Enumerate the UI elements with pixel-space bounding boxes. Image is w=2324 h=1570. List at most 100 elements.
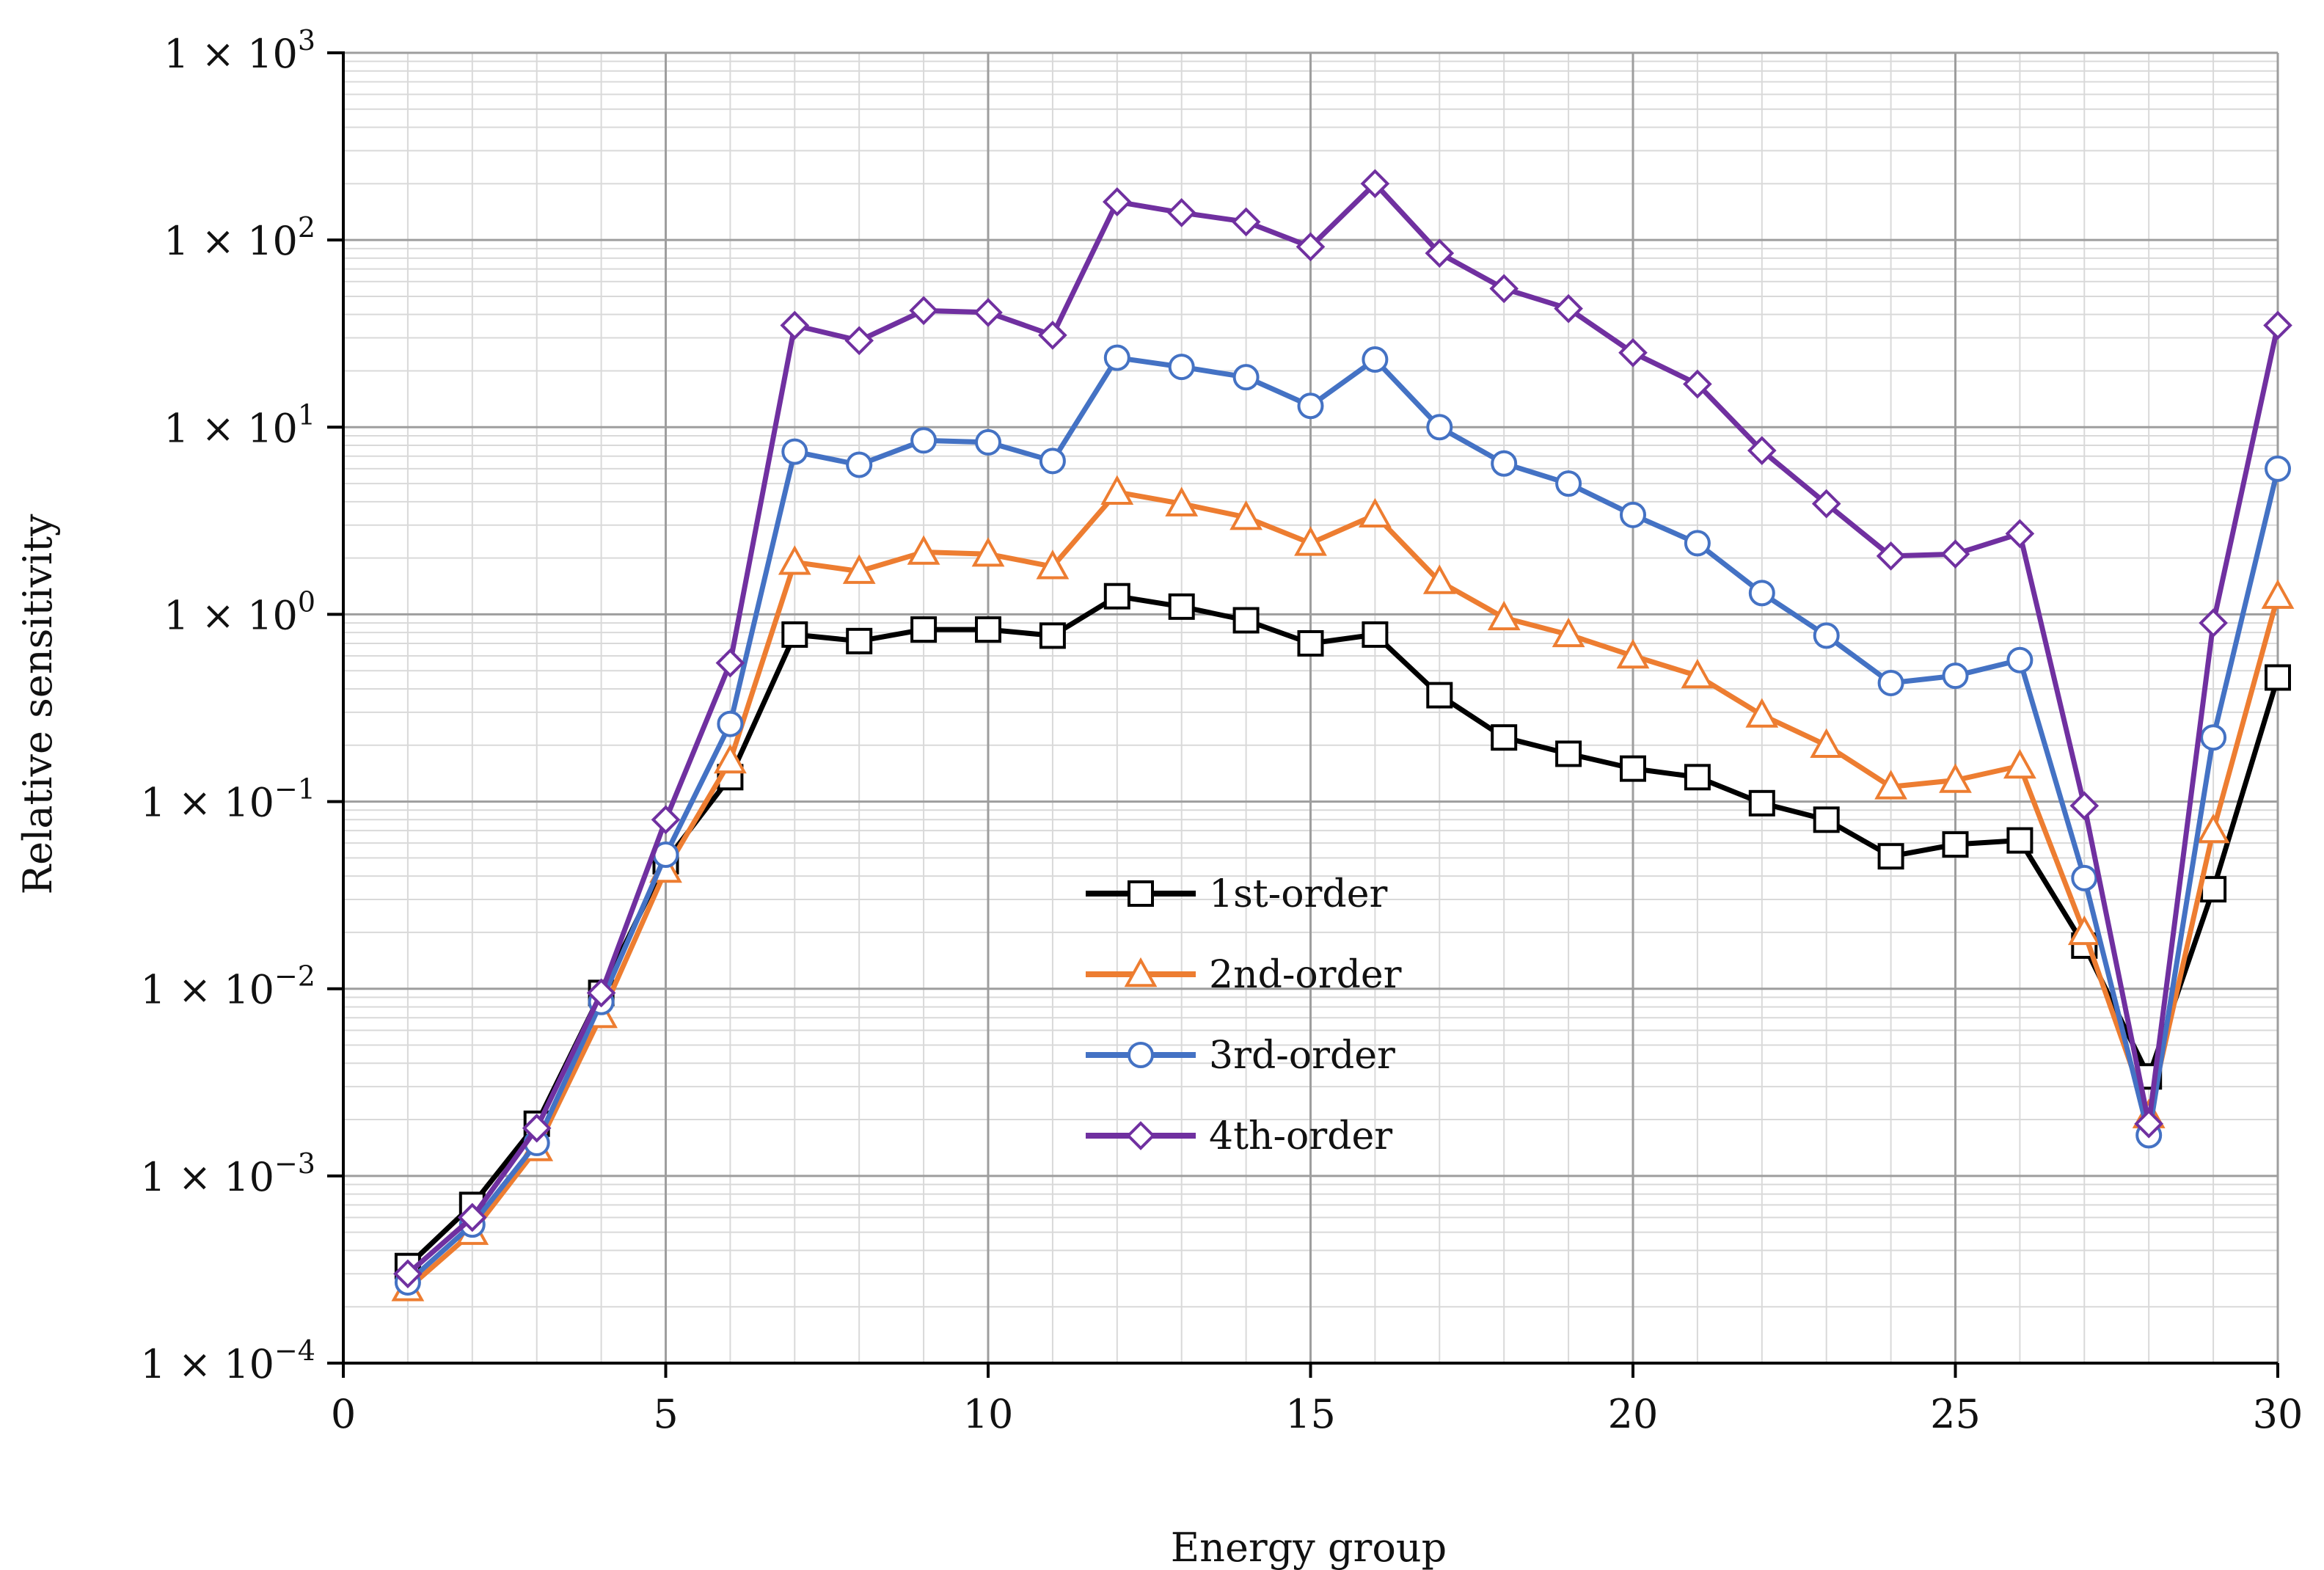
y-tick-label: 1 × 10−2: [140, 960, 315, 1013]
data-point: [586, 978, 616, 1008]
data-point: [1039, 448, 1066, 475]
data-point: [1942, 662, 1969, 690]
data-point: [2263, 310, 2292, 340]
data-point: [522, 1113, 552, 1143]
data-point: [1684, 530, 1711, 557]
data-point: [973, 298, 1003, 327]
data-point: [1362, 621, 1389, 648]
data-point: [2196, 813, 2230, 844]
x-tick-label: 0: [331, 1391, 356, 1437]
y-tick-label: 1 × 101: [164, 398, 315, 451]
data-point: [1100, 475, 1134, 505]
y-tick-label: 1 × 100: [164, 585, 315, 638]
data-point: [1294, 526, 1327, 556]
data-point: [1425, 238, 1455, 268]
data-point: [1102, 187, 1132, 216]
legend-item-2: 2nd-order: [1086, 953, 1402, 997]
data-point: [2261, 579, 2295, 609]
data-point: [1103, 344, 1130, 371]
data-point: [651, 805, 681, 835]
data-point: [844, 326, 874, 356]
data-point: [1165, 486, 1199, 516]
y-axis-title: Relative sensitivity: [15, 514, 61, 895]
data-point: [971, 537, 1005, 567]
data-point: [778, 545, 811, 575]
legend-item-1: 1st-order: [1086, 872, 1387, 916]
legend-marker: [1124, 957, 1158, 987]
data-point: [1487, 600, 1521, 631]
data-point: [907, 535, 940, 565]
data-point: [1745, 698, 1779, 728]
y-tick-label: 1 × 10−4: [140, 1334, 315, 1387]
data-point: [715, 648, 745, 678]
data-point: [1232, 607, 1260, 634]
data-point: [1552, 617, 1585, 648]
data-point: [1877, 669, 1904, 696]
data-point: [1359, 497, 1392, 528]
series-line: [406, 489, 2281, 1291]
data-point: [910, 616, 938, 643]
legend-label: 4th-order: [1209, 1114, 1392, 1158]
data-point: [2071, 864, 2098, 891]
data-point: [2003, 748, 2036, 779]
data-point: [1813, 622, 1840, 649]
data-point: [1360, 169, 1390, 199]
data-point: [1555, 740, 1582, 767]
legend-label: 1st-order: [1209, 872, 1387, 916]
x-axis-title: Energy group: [1171, 1525, 1447, 1570]
data-point: [909, 296, 938, 326]
data-point: [1810, 728, 1844, 758]
data-point: [2200, 876, 2227, 903]
data-point: [1876, 541, 1906, 571]
legend-item-3: 3rd-order: [1086, 1034, 1395, 1078]
data-point: [2199, 608, 2228, 638]
data-point: [1168, 354, 1195, 381]
data-point: [1618, 337, 1648, 368]
data-point: [457, 1202, 487, 1233]
data-point: [2069, 791, 2100, 821]
y-tick-label: 1 × 102: [164, 211, 315, 264]
y-tick-label: 1 × 10−3: [140, 1147, 315, 1200]
data-point: [1297, 392, 1324, 420]
data-point: [2265, 455, 2291, 482]
data-point: [2134, 1109, 2164, 1139]
data-point: [1103, 583, 1130, 610]
y-tick-label: 1 × 103: [164, 24, 315, 77]
data-point: [1489, 274, 1519, 304]
data-point: [1297, 629, 1324, 657]
data-point: [2006, 646, 2034, 673]
data-point: [975, 616, 1001, 643]
data-point: [1877, 843, 1904, 870]
data-point: [1748, 580, 1775, 607]
data-point: [1168, 593, 1195, 620]
data-point: [1748, 789, 1775, 817]
data-point: [1811, 489, 1841, 519]
data-point: [780, 310, 810, 340]
data-point: [2200, 724, 2227, 751]
data-point: [1683, 369, 1712, 399]
legend-marker: [1128, 880, 1154, 907]
legend-label: 2nd-order: [1209, 953, 1402, 997]
data-point: [1940, 539, 1970, 569]
data-point: [2006, 827, 2034, 854]
data-point: [2067, 915, 2101, 946]
series: [391, 169, 2295, 1301]
data-point: [1555, 470, 1582, 497]
data-point: [1554, 293, 1583, 324]
data-point: [1229, 500, 1263, 530]
data-point: [1616, 638, 1650, 669]
series-4: [393, 169, 2292, 1289]
legend-marker: [1128, 1042, 1154, 1068]
data-point: [1426, 414, 1453, 441]
data-point: [2005, 519, 2035, 549]
series-line: [406, 594, 2281, 1268]
data-point: [1747, 436, 1777, 465]
data-point: [1232, 364, 1260, 391]
axes: 0 5 10 15 20 25 30 1 × 103 1 × 102 1 × 101 1 × 100…: [140, 24, 2303, 1437]
data-point: [1620, 501, 1646, 528]
data-point: [1939, 763, 1972, 793]
data-point: [1620, 755, 1646, 782]
legend: 1st-order 2nd-order 3rd-order 4th-order: [1086, 872, 1402, 1158]
data-point: [1038, 321, 1067, 350]
x-tick-label: 30: [2253, 1391, 2303, 1437]
